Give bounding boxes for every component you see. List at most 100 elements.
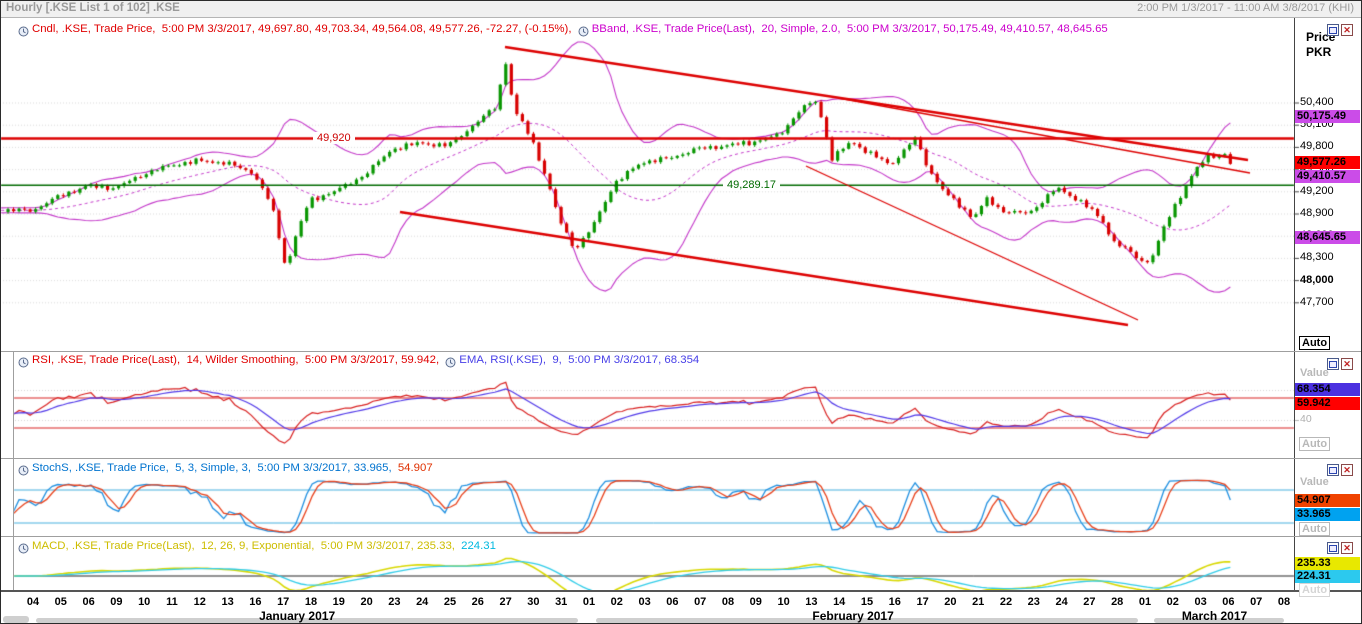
clock-icon [445, 355, 456, 367]
panel-gutter [0, 459, 14, 536]
minimize-icon[interactable] [1327, 24, 1339, 36]
rsi-legend[interactable]: RSI, .KSE, Trade Price(Last), 14, Wilder… [18, 353, 699, 367]
x-axis-day-label: 27 [1083, 596, 1096, 608]
x-axis-day-label: 08 [721, 596, 735, 608]
auto-scale-rsi[interactable]: Auto [1299, 437, 1331, 451]
clock-icon [18, 541, 29, 553]
level-label-49920[interactable]: 49,920 [313, 132, 355, 144]
stoch-d-value[interactable]: 54.907 [397, 462, 433, 474]
axis-value-badge: 59.942 [1295, 397, 1360, 410]
clock-icon [18, 355, 29, 367]
x-axis-day-label: 15 [860, 596, 874, 608]
axis-value-badge: 33.965 [1295, 508, 1360, 521]
price-tick-label: 48,300 [1300, 251, 1334, 264]
x-axis-day-label: 19 [332, 596, 345, 608]
x-axis-day-label: 25 [443, 596, 457, 608]
close-icon[interactable]: ✕ [1341, 24, 1353, 36]
price-tick-label: 49,800 [1300, 140, 1334, 153]
axis-separator [1294, 17, 1295, 592]
minimize-icon[interactable] [1327, 358, 1339, 370]
price-tick-label: 48,900 [1300, 207, 1334, 219]
x-axis-day-label: 03 [1194, 596, 1207, 608]
stoch-axis-label: Value [1300, 476, 1329, 488]
x-axis-month-label: January 2017 [259, 609, 336, 623]
minimize-icon[interactable] [1327, 464, 1339, 476]
macd-legend[interactable]: MACD, .KSE, Trade Price(Last), 12, 26, 9… [18, 539, 496, 553]
x-axis[interactable]: 04 05 06 09 10 11 12 13 16 17 18 19 20 23 24 25 26 27 30 31… [0, 592, 1362, 624]
price-tick-label: 49,200 [1300, 184, 1334, 197]
x-axis-day-label: 16 [888, 596, 901, 608]
rsi-legend-text[interactable]: RSI, .KSE, Trade Price(Last), 14, Wilder… [32, 354, 443, 366]
x-axis-month-label: February 2017 [812, 609, 894, 623]
x-axis-day-label: 02 [610, 596, 623, 608]
stoch-legend-text[interactable]: StochS, .KSE, Trade Price, 5, 3, Simple,… [32, 462, 395, 474]
x-axis-day-label: 06 [1222, 596, 1235, 608]
x-axis-day-label: 24 [1055, 596, 1068, 608]
stoch-legend[interactable]: StochS, .KSE, Trade Price, 5, 3, Simple,… [18, 461, 433, 475]
scrollbar-segment[interactable] [36, 618, 578, 623]
x-axis-day-label: 08 [1277, 596, 1291, 608]
x-axis-day-label: 14 [833, 596, 846, 608]
x-axis-day-label: 18 [304, 596, 318, 608]
x-axis-day-label: 09 [749, 596, 762, 608]
x-axis-day-label: 17 [277, 596, 290, 608]
price-tick-label: 47,700 [1300, 295, 1334, 308]
auto-scale-main[interactable]: Auto [1299, 336, 1331, 350]
close-icon[interactable]: ✕ [1341, 464, 1353, 476]
x-axis-day-label: 28 [1111, 596, 1124, 608]
cndl-legend[interactable]: Cndl, .KSE, Trade Price, 5:00 PM 3/3/201… [32, 23, 575, 35]
level-label-49289[interactable]: 49,289.17 [723, 179, 780, 191]
x-axis-day-label: 30 [527, 596, 540, 608]
x-axis-day-label: 06 [666, 596, 679, 608]
x-axis-day-label: 17 [916, 596, 929, 608]
x-axis-day-label: 03 [638, 596, 651, 608]
x-axis-day-label: 26 [471, 596, 484, 608]
x-axis-day-label: 31 [555, 596, 568, 608]
auto-scale-macd[interactable]: Auto [1299, 583, 1331, 597]
scrollbar-segment[interactable] [596, 618, 1138, 623]
x-axis-day-label: 10 [777, 596, 790, 608]
x-axis-day-label: 20 [360, 596, 373, 608]
axis-value-badge: 49,577.26 [1295, 156, 1360, 169]
axis-value-badge: 68.354 [1295, 383, 1360, 396]
main-legend[interactable]: Cndl, .KSE, Trade Price, 5:00 PM 3/3/201… [18, 22, 1108, 36]
rsi-axis-label: Value [1300, 367, 1329, 379]
x-axis-day-label: 07 [1250, 596, 1263, 608]
x-axis-day-label: 24 [416, 596, 429, 608]
scrollbar-segment[interactable] [1154, 618, 1284, 623]
ema-legend-text[interactable]: EMA, RSI(.KSE), 9, 5:00 PM 3/3/2017, 68.… [459, 354, 700, 366]
price-tick-label: 48,000 [1300, 273, 1334, 286]
minimize-icon[interactable] [1327, 542, 1339, 554]
x-axis-day-label: 21 [972, 596, 985, 608]
close-icon[interactable]: ✕ [1341, 358, 1353, 370]
axis-value-badge: 54.907 [1295, 494, 1360, 507]
x-axis-day-label: 13 [805, 596, 818, 608]
macd-signal-value[interactable]: 224.31 [461, 540, 496, 552]
window-title: Hourly [.KSE List 1 of 102] .KSE [6, 2, 180, 14]
x-axis-day-label: 07 [694, 596, 707, 608]
x-axis-day-label: 23 [1027, 596, 1040, 608]
x-axis-day-label: 10 [138, 596, 151, 608]
x-axis-day-label: 22 [999, 596, 1013, 608]
x-axis-day-label: 05 [54, 596, 67, 608]
title-bar[interactable]: Hourly [.KSE List 1 of 102] .KSE 2:00 PM… [0, 0, 1362, 18]
axis-value-badge: 224.31 [1295, 570, 1360, 583]
bband-legend[interactable]: BBand, .KSE, Trade Price(Last), 20, Simp… [591, 23, 1108, 35]
macd-legend-text[interactable]: MACD, .KSE, Trade Price(Last), 12, 26, 9… [32, 540, 459, 552]
date-range: 2:00 PM 1/3/2017 - 11:00 AM 3/8/2017 (KH… [1137, 2, 1354, 14]
x-axis-day-label: 09 [110, 596, 123, 608]
x-axis-day-label: 01 [1138, 596, 1152, 608]
axis-value-badge: 50,175.49 [1295, 110, 1360, 123]
axis-value-badge: 48,645.65 [1295, 231, 1360, 244]
x-axis-day-label: 02 [1166, 596, 1179, 608]
clock-icon [18, 24, 29, 36]
x-axis-day-label: 27 [499, 596, 512, 608]
x-axis-day-label: 11 [166, 596, 178, 608]
x-axis-day-label: 12 [193, 596, 206, 608]
auto-scale-stoch[interactable]: Auto [1299, 522, 1331, 536]
close-icon[interactable]: ✕ [1341, 542, 1353, 554]
scrollbar-chip[interactable] [3, 616, 29, 623]
clock-icon [18, 463, 29, 475]
